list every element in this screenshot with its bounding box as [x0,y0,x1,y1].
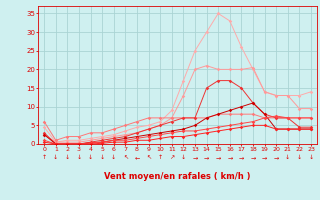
X-axis label: Vent moyen/en rafales ( km/h ): Vent moyen/en rafales ( km/h ) [104,172,251,181]
